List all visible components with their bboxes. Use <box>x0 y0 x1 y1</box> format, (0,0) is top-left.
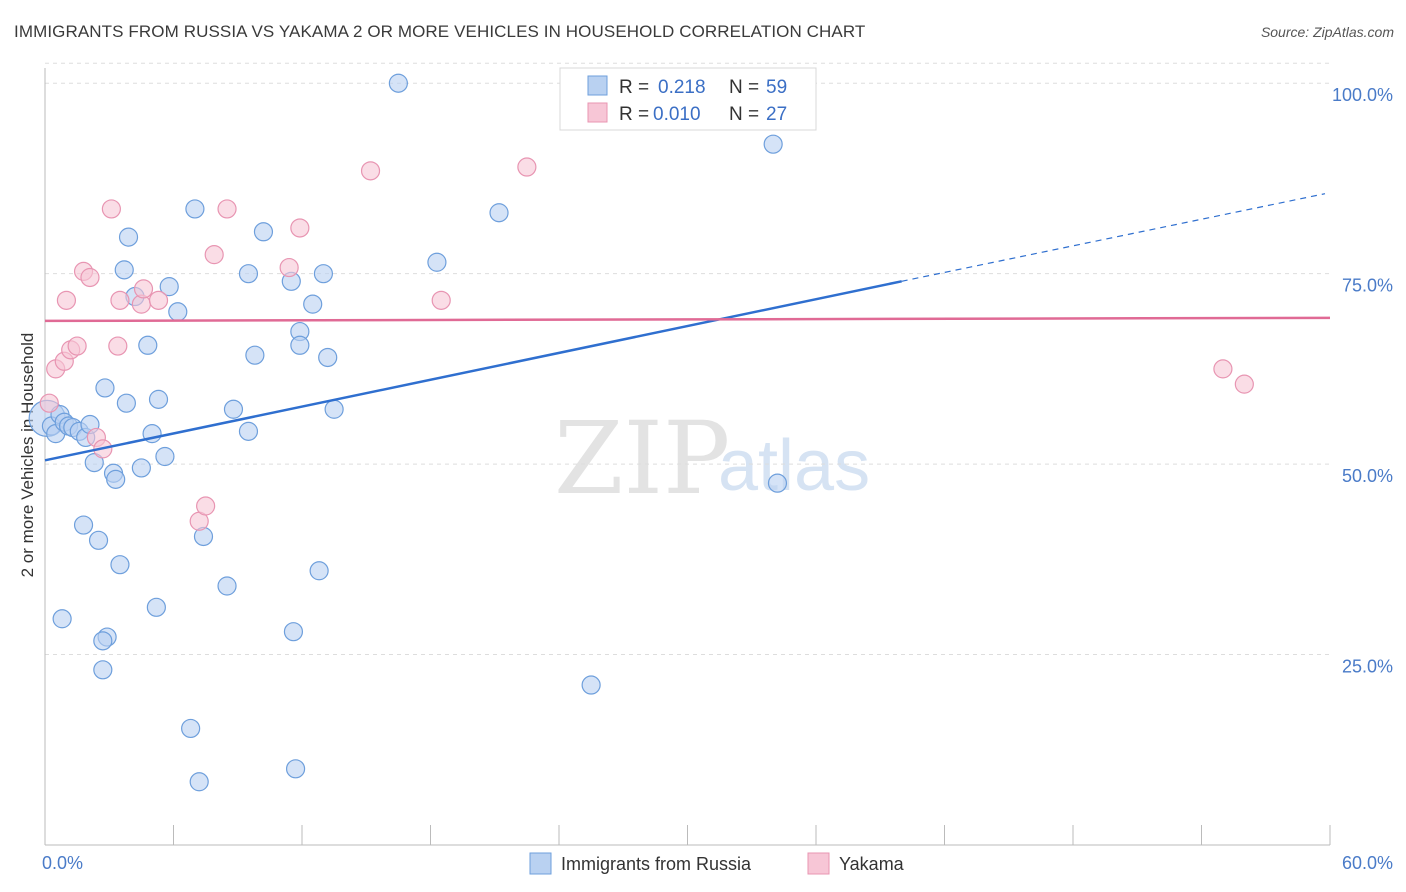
bottom-legend-label-yakama: Yakama <box>839 854 905 874</box>
yakama-point-15 <box>148 290 169 310</box>
russia-point-46 <box>489 203 509 223</box>
yakama-point-18 <box>204 245 224 265</box>
russia-point-11 <box>95 378 115 398</box>
bottom-legend: Immigrants from Russia Yakama <box>529 852 905 875</box>
yakama-point-5 <box>67 336 87 356</box>
bottom-legend-swatch-russia <box>529 852 552 875</box>
legend-swatch-yakama <box>587 102 608 123</box>
watermark-atlas: atlas <box>718 426 870 506</box>
russia-point-58 <box>106 469 126 489</box>
legend-n-label-russia: N = <box>729 77 759 98</box>
y-axis-label: 2 or more Vehicles in Household <box>18 333 37 578</box>
russia-point-13 <box>116 393 136 413</box>
russia-point-42 <box>283 622 304 642</box>
russia-point-50 <box>52 609 72 629</box>
russia-point-17 <box>155 446 175 467</box>
series-yakama-points <box>39 157 1254 531</box>
yakama-point-24 <box>517 157 537 177</box>
yakama-point-20 <box>279 257 299 278</box>
yakama-point-25 <box>1213 359 1233 379</box>
series-russia-points <box>28 73 788 792</box>
chart-source: Source: ZipAtlas.com <box>1260 24 1394 40</box>
legend-r-value-russia: 0.218 <box>658 77 706 98</box>
legend-n-label-yakama: N = <box>729 104 759 125</box>
russia-point-45 <box>427 252 447 272</box>
yakama-trend-line <box>44 316 1331 323</box>
russia-point-43 <box>285 759 306 779</box>
russia-point-21 <box>168 302 188 322</box>
y-tick-label-25: 25.0% <box>1342 657 1393 677</box>
bottom-legend-swatch-yakama <box>807 852 830 875</box>
yakama-point-12 <box>110 290 130 310</box>
yakama-point-21 <box>290 218 310 238</box>
russia-point-56 <box>93 631 113 651</box>
russia-point-29 <box>223 399 244 419</box>
y-tick-label-50: 50.0% <box>1342 466 1393 486</box>
russia-point-31 <box>245 345 265 365</box>
russia-point-16 <box>148 389 169 409</box>
legend-r-label-yakama: R = <box>619 104 649 125</box>
legend-r-label-russia: R = <box>619 77 649 98</box>
legend-swatch-russia <box>587 75 608 96</box>
russia-point-51 <box>73 515 94 535</box>
russia-point-40 <box>324 399 344 419</box>
bottom-legend-label-russia: Immigrants from Russia <box>561 854 752 874</box>
yakama-point-0 <box>39 393 59 413</box>
russia-point-23 <box>118 227 139 247</box>
russia-point-37 <box>303 294 323 314</box>
legend-n-value-russia: 59 <box>766 77 787 98</box>
russia-point-28 <box>217 576 237 596</box>
yakama-point-7 <box>80 267 100 288</box>
watermark-zip: ZIP <box>554 400 730 517</box>
yakama-point-10 <box>101 199 121 219</box>
russia-point-22 <box>114 260 134 280</box>
russia-point-14 <box>131 458 151 478</box>
x-tick-label-max: 60.0% <box>1342 853 1393 873</box>
yakama-point-22 <box>360 161 381 181</box>
russia-point-38 <box>313 264 334 284</box>
russia-point-36 <box>290 335 310 355</box>
russia-point-53 <box>110 555 130 575</box>
chart-title: IMMIGRANTS FROM RUSSIA VS YAKAMA 2 OR MO… <box>14 22 866 41</box>
x-ticks <box>44 825 1331 845</box>
russia-point-32 <box>253 222 274 242</box>
russia-trend-line <box>44 280 902 462</box>
yakama-point-11 <box>108 336 128 356</box>
yakama-point-26 <box>1234 374 1254 394</box>
russia-point-39 <box>318 347 338 368</box>
yakama-point-3 <box>56 290 77 310</box>
russia-trend-extension <box>901 193 1326 282</box>
russia-point-24 <box>185 199 205 219</box>
russia-point-30 <box>238 421 259 441</box>
y-tick-label-100: 100.0% <box>1332 85 1393 105</box>
x-tick-label-min: 0.0% <box>42 853 83 873</box>
y-tick-label-75: 75.0% <box>1342 276 1393 296</box>
russia-point-27 <box>189 772 209 792</box>
russia-point-49 <box>767 473 788 493</box>
russia-point-41 <box>309 561 329 581</box>
russia-point-26 <box>181 718 201 739</box>
russia-point-55 <box>93 660 113 680</box>
russia-point-47 <box>581 675 601 695</box>
russia-point-52 <box>88 530 109 550</box>
russia-point-20 <box>159 277 179 297</box>
russia-point-48 <box>763 134 783 154</box>
yakama-point-23 <box>431 290 451 310</box>
legend: R = 0.218 N = 59 R = 0.010 N = 27 <box>559 67 817 131</box>
yakama-point-17 <box>196 496 216 516</box>
russia-point-57 <box>146 597 166 617</box>
russia-point-18 <box>138 335 158 355</box>
trend-lines <box>44 193 1331 462</box>
russia-point-44 <box>388 73 408 93</box>
legend-r-value-yakama: 0.010 <box>653 104 701 125</box>
russia-point-9 <box>84 452 104 473</box>
y-tick-labels: 25.0% 50.0% 75.0% 100.0% <box>1332 85 1393 676</box>
yakama-point-19 <box>217 199 237 219</box>
legend-n-value-yakama: 27 <box>766 104 787 125</box>
russia-point-33 <box>238 264 259 284</box>
grid-lines <box>45 62 1330 656</box>
yakama-point-14 <box>133 279 154 299</box>
